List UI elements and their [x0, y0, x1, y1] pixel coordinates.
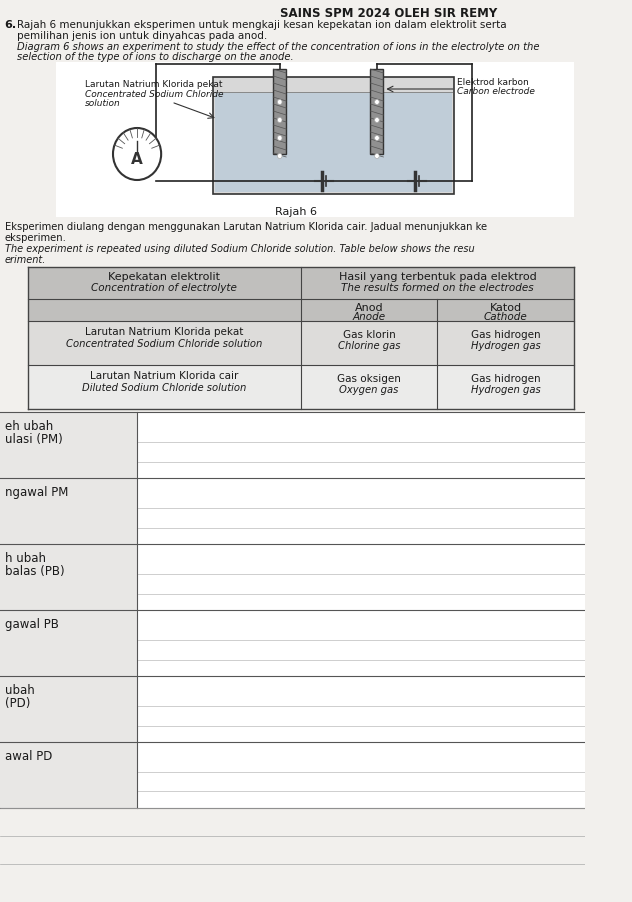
- Bar: [0, 676, 137, 742]
- Bar: [213, 78, 454, 195]
- Circle shape: [277, 136, 282, 142]
- Bar: [28, 365, 574, 410]
- Bar: [0, 611, 137, 676]
- Circle shape: [375, 154, 379, 160]
- Bar: [137, 676, 585, 742]
- Text: ngawal PM: ngawal PM: [4, 485, 68, 499]
- Text: Elektrod karbon: Elektrod karbon: [456, 78, 528, 87]
- Text: Hasil yang terbentuk pada elektrod: Hasil yang terbentuk pada elektrod: [339, 272, 537, 281]
- Bar: [0, 545, 137, 611]
- Bar: [28, 322, 574, 365]
- Bar: [370, 70, 384, 155]
- Text: SAINS SPM 2024 OLEH SIR REMY: SAINS SPM 2024 OLEH SIR REMY: [281, 7, 497, 20]
- Text: solution: solution: [85, 99, 121, 108]
- Circle shape: [375, 118, 379, 124]
- Text: Rajah 6 menunjukkan eksperimen untuk mengkaji kesan kepekatan ion dalam elektrol: Rajah 6 menunjukkan eksperimen untuk men…: [16, 20, 506, 30]
- Text: h ubah: h ubah: [4, 551, 46, 565]
- Text: Larutan Natrium Klorida pekat: Larutan Natrium Klorida pekat: [85, 80, 222, 89]
- Text: Cathode: Cathode: [484, 312, 528, 322]
- Bar: [273, 70, 286, 155]
- Text: 6.: 6.: [4, 20, 17, 30]
- Circle shape: [113, 129, 161, 180]
- Bar: [0, 412, 137, 478]
- Bar: [137, 545, 585, 611]
- Text: Oxygen gas: Oxygen gas: [339, 384, 399, 394]
- Text: Katod: Katod: [490, 303, 522, 313]
- Text: Larutan Natrium Klorida cair: Larutan Natrium Klorida cair: [90, 371, 239, 381]
- Text: Hydrogen gas: Hydrogen gas: [471, 341, 540, 351]
- Circle shape: [277, 100, 282, 106]
- Bar: [0, 742, 137, 808]
- Text: Larutan Natrium Klorida pekat: Larutan Natrium Klorida pekat: [85, 327, 243, 336]
- Text: Carbon electrode: Carbon electrode: [456, 87, 535, 96]
- Text: gawal PB: gawal PB: [4, 617, 59, 630]
- Text: selection of the type of ions to discharge on the anode.: selection of the type of ions to dischar…: [16, 52, 293, 62]
- Circle shape: [277, 154, 282, 160]
- Text: Anode: Anode: [353, 312, 386, 322]
- Text: Rajah 6: Rajah 6: [276, 207, 317, 216]
- Circle shape: [375, 136, 379, 142]
- Text: Diagram 6 shows an experiment to study the effect of the concentration of ions i: Diagram 6 shows an experiment to study t…: [16, 42, 539, 52]
- Text: eh ubah: eh ubah: [4, 419, 53, 433]
- Circle shape: [277, 118, 282, 124]
- Text: pemilihan jenis ion untuk dinyahcas pada anod.: pemilihan jenis ion untuk dinyahcas pada…: [16, 31, 267, 41]
- Text: (PD): (PD): [4, 696, 30, 709]
- Bar: [215, 93, 452, 193]
- Text: Gas hidrogen: Gas hidrogen: [471, 373, 540, 383]
- Text: Gas oksigen: Gas oksigen: [337, 373, 401, 383]
- Text: Kepekatan elektrolit: Kepekatan elektrolit: [109, 272, 221, 281]
- Text: eriment.: eriment.: [4, 254, 46, 264]
- Circle shape: [375, 100, 379, 106]
- Text: Concentrated Sodium Chloride: Concentrated Sodium Chloride: [85, 90, 224, 99]
- Text: The results formed on the electrodes: The results formed on the electrodes: [341, 282, 534, 292]
- Text: Hydrogen gas: Hydrogen gas: [471, 384, 540, 394]
- Text: Concentrated Sodium Chloride solution: Concentrated Sodium Chloride solution: [66, 338, 262, 348]
- Text: Eksperimen diulang dengan menggunakan Larutan Natrium Klorida cair. Jadual menun: Eksperimen diulang dengan menggunakan La…: [4, 222, 487, 232]
- Bar: [137, 742, 585, 808]
- Text: Diluted Sodium Chloride solution: Diluted Sodium Chloride solution: [82, 382, 246, 392]
- Bar: [137, 412, 585, 478]
- Text: Concentration of electrolyte: Concentration of electrolyte: [92, 282, 238, 292]
- Text: A: A: [131, 152, 143, 166]
- Bar: [137, 611, 585, 676]
- Bar: [0, 478, 137, 545]
- Text: Anod: Anod: [355, 303, 384, 313]
- Bar: [28, 268, 574, 322]
- Text: Gas hidrogen: Gas hidrogen: [471, 329, 540, 340]
- Text: ulasi (PM): ulasi (PM): [4, 433, 63, 446]
- Text: eksperimen.: eksperimen.: [4, 233, 66, 243]
- Text: balas (PB): balas (PB): [4, 565, 64, 577]
- Text: The experiment is repeated using diluted Sodium Chloride solution. Table below s: The experiment is repeated using diluted…: [4, 244, 474, 253]
- Text: awal PD: awal PD: [4, 750, 52, 762]
- Text: ubah: ubah: [4, 683, 34, 696]
- Bar: [137, 478, 585, 545]
- Bar: [56, 63, 574, 217]
- Text: Gas klorin: Gas klorin: [343, 329, 396, 340]
- Text: Chlorine gas: Chlorine gas: [338, 341, 400, 351]
